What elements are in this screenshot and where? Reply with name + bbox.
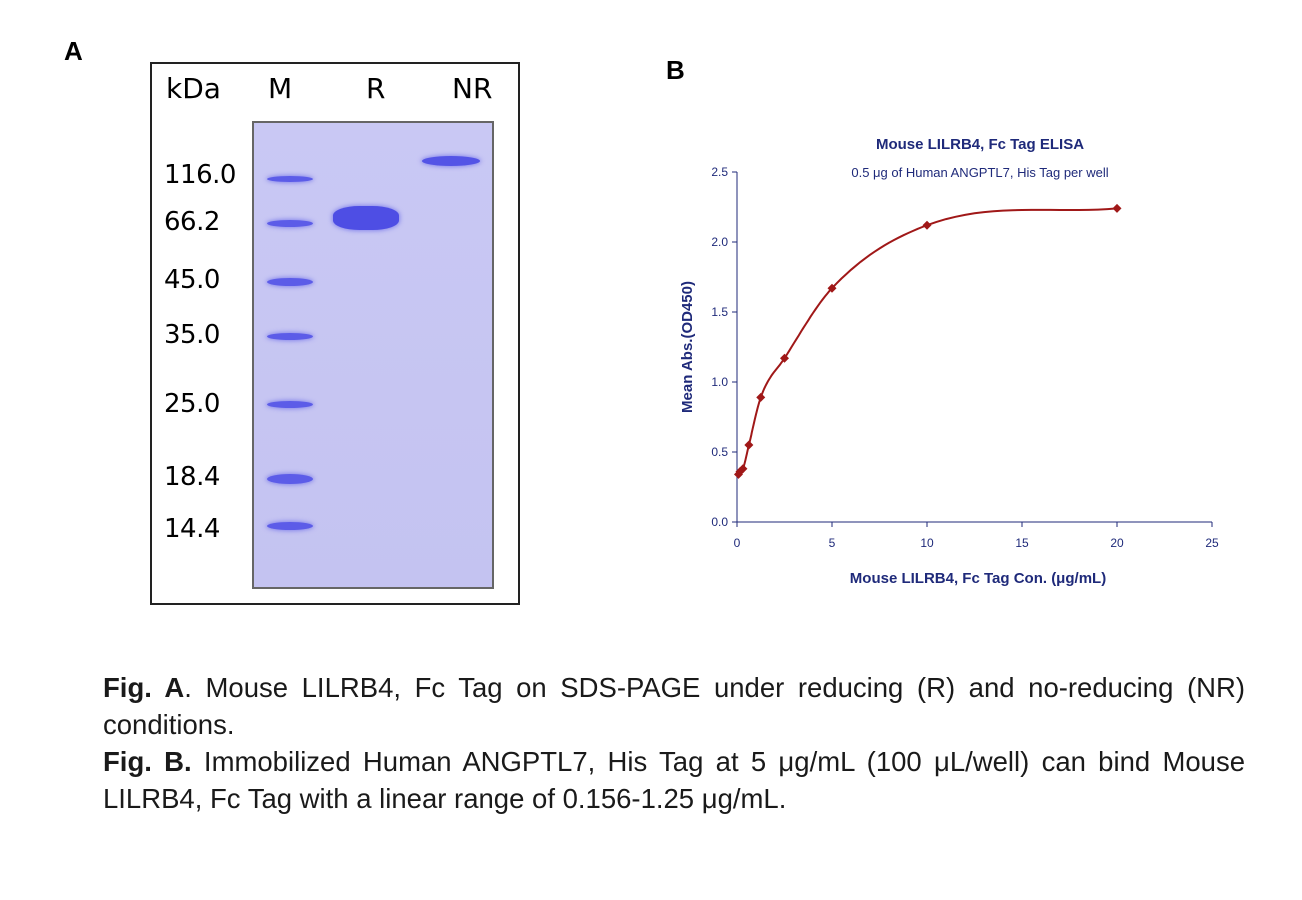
- y-tick-label: 0.0: [711, 515, 728, 529]
- data-point: [744, 440, 754, 450]
- marker-band-14: [267, 522, 313, 530]
- x-tick-label: 5: [829, 536, 836, 550]
- data-point: [756, 392, 766, 402]
- gel-image: [252, 121, 494, 589]
- marker-label-18: 18.4: [164, 462, 220, 492]
- marker-label-116: 116.0: [164, 160, 236, 190]
- x-tick-label: 15: [1015, 536, 1029, 550]
- reduced-band: [333, 206, 399, 230]
- marker-label-66: 66.2: [164, 207, 220, 237]
- data-point: [1112, 203, 1122, 213]
- y-axis-label: Mean Abs.(OD450): [679, 281, 696, 413]
- marker-band-35: [267, 333, 313, 340]
- y-tick-label: 2.5: [711, 165, 728, 179]
- y-tick-label: 0.5: [711, 445, 728, 459]
- marker-label-45: 45.0: [164, 265, 220, 295]
- data-point: [780, 353, 789, 363]
- panel-b-label: B: [666, 55, 685, 85]
- lane-r-header: R: [366, 72, 386, 105]
- marker-band-116: [267, 176, 313, 182]
- marker-label-35: 35.0: [164, 320, 220, 350]
- x-axis-label: Mouse LILRB4, Fc Tag Con. (μg/mL): [850, 570, 1106, 587]
- chart-title: Mouse LILRB4, Fc Tag ELISA: [876, 136, 1084, 153]
- caption-a-text: . Mouse LILRB4, Fc Tag on SDS-PAGE under…: [103, 672, 1245, 740]
- non-reduced-band: [422, 156, 480, 166]
- caption-b: Fig. B. Immobilized Human ANGPTL7, His T…: [103, 743, 1245, 817]
- y-tick-label: 1.5: [711, 305, 728, 319]
- y-tick-label: 2.0: [711, 235, 728, 249]
- fit-curve: [737, 207, 1118, 476]
- marker-label-25: 25.0: [164, 389, 220, 419]
- x-tick-label: 0: [734, 536, 741, 550]
- marker-label-14: 14.4: [164, 514, 220, 544]
- marker-band-25: [267, 401, 313, 408]
- lane-m-header: M: [268, 72, 293, 105]
- marker-band-66: [267, 220, 313, 227]
- y-ticks: 0.0 0.5 1.0 1.5 2.0 2.5: [711, 165, 737, 529]
- data-point: [738, 464, 748, 474]
- x-ticks: 0 5 10 15 20 25: [734, 522, 1219, 550]
- caption-a: Fig. A. Mouse LILRB4, Fc Tag on SDS-PAGE…: [103, 669, 1245, 743]
- data-points: [733, 203, 1122, 479]
- x-tick-label: 10: [920, 536, 934, 550]
- figure-caption: Fig. A. Mouse LILRB4, Fc Tag on SDS-PAGE…: [103, 669, 1245, 817]
- marker-band-45: [267, 278, 313, 286]
- data-point: [827, 283, 837, 293]
- x-tick-label: 20: [1110, 536, 1124, 550]
- y-tick-label: 1.0: [711, 375, 728, 389]
- marker-band-18: [267, 474, 313, 484]
- caption-b-text: Immobilized Human ANGPTL7, His Tag at 5 …: [103, 746, 1245, 814]
- caption-b-head: Fig. B.: [103, 746, 192, 777]
- caption-a-head: Fig. A: [103, 672, 185, 703]
- chart-subtitle: 0.5 μg of Human ANGPTL7, His Tag per wel…: [851, 165, 1108, 180]
- elisa-chart: Mouse LILRB4, Fc Tag ELISA 0.5 μg of Hum…: [679, 136, 1219, 587]
- data-point: [922, 220, 932, 230]
- lane-nr-header: NR: [452, 72, 493, 105]
- panel-a-label: A: [64, 36, 83, 66]
- kda-header: kDa: [166, 72, 221, 105]
- x-tick-label: 25: [1205, 536, 1219, 550]
